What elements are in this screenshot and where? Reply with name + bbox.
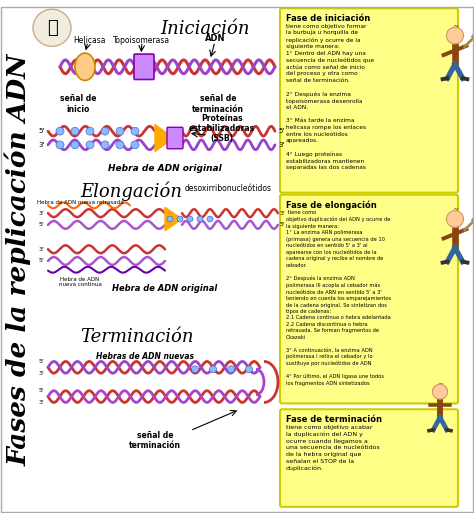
Text: 5': 5'	[38, 359, 44, 364]
Polygon shape	[165, 207, 182, 231]
Circle shape	[86, 141, 94, 149]
Text: ~: ~	[452, 206, 458, 214]
Text: 3': 3'	[38, 211, 44, 216]
Text: 5': 5'	[280, 222, 286, 227]
Text: tiene como
objetivo duplicación del ADN y ocurre de
la siguiente manera:
1° La e: tiene como objetivo duplicación del ADN …	[286, 210, 391, 386]
Text: 5': 5'	[38, 258, 44, 264]
Circle shape	[33, 9, 71, 46]
Circle shape	[447, 27, 464, 44]
Circle shape	[71, 141, 79, 149]
Circle shape	[101, 141, 109, 149]
Circle shape	[228, 366, 235, 373]
Text: 3': 3'	[280, 211, 286, 216]
FancyBboxPatch shape	[280, 195, 458, 403]
Text: tiene como objetivo formar
la burbuja u horquilla de
replicación y ocurre de la
: tiene como objetivo formar la burbuja u …	[286, 24, 374, 170]
FancyBboxPatch shape	[134, 54, 154, 79]
Circle shape	[131, 127, 139, 135]
Text: 🐾: 🐾	[46, 19, 57, 37]
Circle shape	[56, 141, 64, 149]
Text: 5': 5'	[38, 388, 44, 393]
Circle shape	[56, 127, 64, 135]
Ellipse shape	[75, 53, 95, 80]
Circle shape	[86, 127, 94, 135]
Text: ADN: ADN	[205, 34, 225, 43]
Text: 3': 3'	[38, 247, 44, 252]
Text: Fases de la replicación ADN: Fases de la replicación ADN	[5, 53, 31, 466]
Text: tiene como objetivo acabar
la duplicación del ADN y
ocurre cuando llegamos a
una: tiene como objetivo acabar la duplicació…	[286, 425, 380, 471]
Text: señal de
terminación: señal de terminación	[192, 94, 244, 114]
Text: Elongación: Elongación	[80, 182, 182, 201]
Text: 3': 3'	[38, 142, 45, 148]
Text: señal de
inicio: señal de inicio	[60, 94, 96, 114]
Text: 5': 5'	[278, 128, 284, 134]
Text: Fase de terminación: Fase de terminación	[286, 415, 382, 424]
FancyBboxPatch shape	[280, 409, 458, 507]
FancyBboxPatch shape	[280, 8, 458, 193]
Text: 5': 5'	[38, 222, 44, 227]
Text: Hebra de ADN original: Hebra de ADN original	[108, 165, 222, 173]
Text: ~: ~	[452, 22, 458, 31]
Circle shape	[116, 127, 124, 135]
Text: Hebra de ADN original: Hebra de ADN original	[112, 284, 218, 293]
Circle shape	[197, 216, 203, 222]
Circle shape	[167, 216, 173, 222]
Text: Iniciación: Iniciación	[160, 20, 249, 38]
Text: 3': 3'	[278, 142, 284, 148]
FancyBboxPatch shape	[167, 127, 183, 149]
Text: 3': 3'	[38, 400, 44, 405]
Text: desoxirribonucleótidos: desoxirribonucleótidos	[185, 184, 272, 193]
Circle shape	[210, 366, 217, 373]
Circle shape	[101, 127, 109, 135]
Circle shape	[246, 366, 253, 373]
Text: Proteínas
estabilizadoras
(SSB): Proteínas estabilizadoras (SSB)	[189, 114, 255, 143]
Text: señal de
terminación: señal de terminación	[129, 431, 181, 450]
Text: Hebra de ADN nueva retrasada: Hebra de ADN nueva retrasada	[36, 200, 123, 206]
Circle shape	[187, 216, 193, 222]
Circle shape	[71, 127, 79, 135]
Text: Hebras de ADN nuevas: Hebras de ADN nuevas	[96, 352, 194, 361]
Circle shape	[131, 141, 139, 149]
Text: Fase de iniciación: Fase de iniciación	[286, 14, 370, 23]
Polygon shape	[155, 125, 173, 152]
Text: Fase de elongación: Fase de elongación	[286, 200, 377, 210]
Circle shape	[207, 216, 213, 222]
Text: Terminación: Terminación	[80, 329, 193, 346]
Circle shape	[447, 211, 464, 227]
Text: Topoisomerasa: Topoisomerasa	[113, 36, 171, 45]
Text: Hebra de ADN
nueva continua: Hebra de ADN nueva continua	[59, 277, 101, 288]
Circle shape	[177, 216, 183, 222]
Text: ~: ~	[437, 381, 443, 388]
Text: Helicasa: Helicasa	[74, 36, 106, 45]
Circle shape	[116, 141, 124, 149]
Circle shape	[432, 384, 447, 399]
Text: 5': 5'	[39, 128, 45, 134]
Text: 3': 3'	[38, 371, 44, 376]
Circle shape	[191, 366, 199, 373]
